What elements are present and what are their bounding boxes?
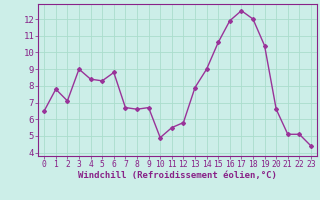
X-axis label: Windchill (Refroidissement éolien,°C): Windchill (Refroidissement éolien,°C) — [78, 171, 277, 180]
